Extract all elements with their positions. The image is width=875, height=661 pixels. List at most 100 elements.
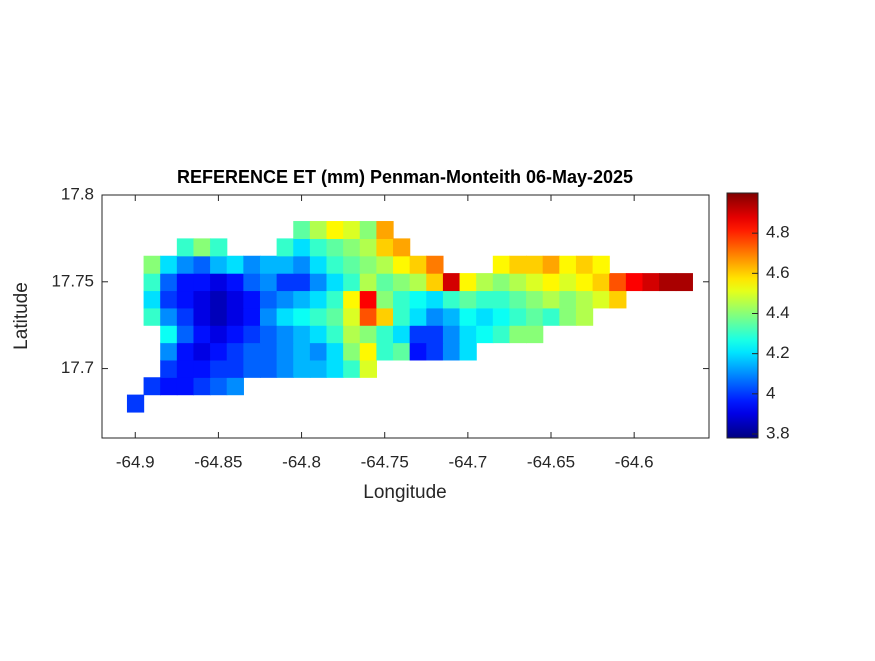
heatmap-cell — [210, 307, 228, 326]
heatmap-cell — [542, 307, 560, 326]
heatmap-cell — [226, 325, 244, 344]
heatmap-cell — [592, 290, 610, 309]
heatmap-cell — [442, 342, 461, 361]
heatmap-cell — [359, 238, 377, 257]
heatmap-cell — [359, 255, 377, 274]
heatmap-cell — [309, 255, 328, 274]
x-tick-label: -64.8 — [282, 452, 321, 471]
colorbar-tick-label: 4.4 — [766, 303, 790, 322]
heatmap-cell — [293, 307, 311, 326]
x-tick-label: -64.85 — [194, 452, 242, 471]
heatmap-cell — [276, 273, 294, 292]
heatmap-cell — [259, 359, 278, 378]
heatmap-cell — [376, 290, 394, 309]
heatmap-cell — [210, 238, 228, 257]
heatmap-cell — [160, 325, 178, 344]
colorbar-tick-label: 4.2 — [766, 343, 790, 362]
heatmap-cell — [293, 359, 311, 378]
heatmap-cell — [625, 273, 644, 292]
heatmap-cell — [293, 273, 311, 292]
heatmap-cell — [210, 290, 228, 309]
heatmap-cell — [376, 307, 394, 326]
y-tick-label: 17.7 — [61, 358, 94, 377]
heatmap-cell — [343, 359, 361, 378]
heatmap-cell — [210, 273, 228, 292]
heatmap-cell — [243, 307, 261, 326]
heatmap-cell — [359, 359, 377, 378]
heatmap-cell — [276, 290, 294, 309]
heatmap-cell — [259, 290, 278, 309]
chart-title: REFERENCE ET (mm) Penman-Monteith 06-May… — [177, 167, 633, 187]
heatmap-cell — [359, 307, 377, 326]
heatmap-cell — [293, 238, 311, 257]
heatmap-cell — [176, 342, 195, 361]
heatmap-cell — [359, 342, 377, 361]
heatmap-cell — [309, 238, 328, 257]
x-tick-label: -64.7 — [448, 452, 487, 471]
heatmap-cell — [326, 307, 344, 326]
heatmap-cell — [226, 359, 244, 378]
heatmap-cell — [559, 273, 577, 292]
heatmap-cell — [393, 273, 411, 292]
heatmap-cell — [226, 377, 244, 396]
heatmap-cell — [143, 273, 161, 292]
heatmap-cell — [459, 307, 477, 326]
heatmap-cell — [226, 255, 244, 274]
heatmap-cell — [126, 394, 145, 413]
heatmap-cell — [276, 238, 294, 257]
heatmap-cell — [393, 238, 411, 257]
heatmap-cell — [309, 307, 328, 326]
heatmap-cell — [509, 307, 527, 326]
heatmap-cell — [243, 342, 261, 361]
heatmap-cell — [492, 255, 511, 274]
heatmap-cell — [526, 307, 544, 326]
heatmap-cell — [393, 325, 411, 344]
colorbar-tick-label: 4.8 — [766, 223, 790, 242]
heatmap-cell — [343, 238, 361, 257]
heatmap-cell — [210, 377, 228, 396]
heatmap-cell — [259, 255, 278, 274]
heatmap-cell — [476, 273, 494, 292]
heatmap-cell — [359, 273, 377, 292]
heatmap-cell — [243, 290, 261, 309]
heatmap-cell — [193, 290, 211, 309]
heatmap-cell — [210, 342, 228, 361]
heatmap-cell — [426, 307, 444, 326]
heatmap-cell — [276, 342, 294, 361]
heatmap-cell — [326, 342, 344, 361]
heatmap-cell — [276, 255, 294, 274]
heatmap-cell — [592, 255, 610, 274]
heatmap-cell — [642, 273, 660, 292]
heatmap-cell — [343, 307, 361, 326]
heatmap-cell — [160, 342, 178, 361]
heatmap-cell — [609, 273, 627, 292]
heatmap-cell — [309, 221, 328, 239]
heatmap-cell — [393, 290, 411, 309]
x-axis-label: Longitude — [363, 482, 446, 503]
heatmap-cell — [409, 325, 427, 344]
heatmap-cell — [609, 290, 627, 309]
heatmap-cell — [193, 377, 211, 396]
colorbar-tick-label: 3.8 — [766, 423, 790, 442]
heatmap-cell — [359, 325, 377, 344]
heatmap-cell — [259, 325, 278, 344]
heatmap-cells — [126, 221, 693, 413]
heatmap-cell — [176, 238, 195, 257]
heatmap-cell — [559, 255, 577, 274]
heatmap-cell — [442, 290, 461, 309]
heatmap-cell — [143, 377, 161, 396]
heatmap-cell — [509, 255, 527, 274]
heatmap-cell — [343, 342, 361, 361]
heatmap-cell — [143, 290, 161, 309]
heatmap-cell — [542, 290, 560, 309]
heatmap-cell — [243, 359, 261, 378]
heatmap-cell — [509, 290, 527, 309]
heatmap-cell — [459, 325, 477, 344]
x-tick-label: -64.65 — [527, 452, 575, 471]
heatmap-cell — [476, 307, 494, 326]
heatmap-cell — [293, 221, 311, 239]
x-tick-label: -64.6 — [615, 452, 654, 471]
heatmap-cell — [210, 359, 228, 378]
heatmap-cell — [575, 273, 594, 292]
